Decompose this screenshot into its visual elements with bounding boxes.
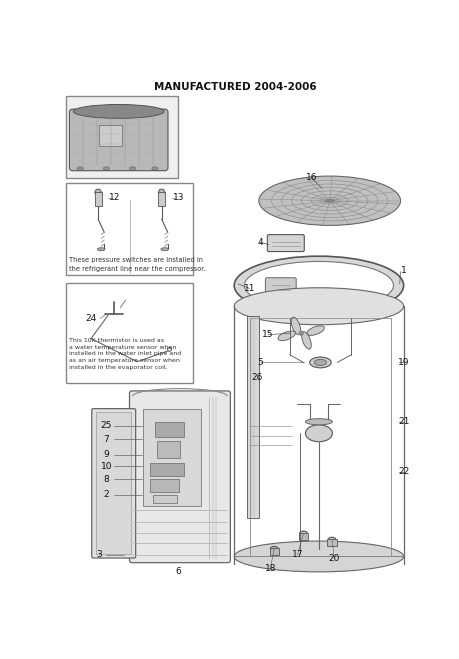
Text: 17: 17 — [291, 550, 302, 559]
FancyBboxPatch shape — [91, 409, 135, 558]
Polygon shape — [95, 189, 101, 195]
Bar — [157, 441, 180, 458]
Text: 24: 24 — [85, 314, 96, 323]
Bar — [246, 316, 258, 518]
Ellipse shape — [234, 541, 403, 572]
Text: This 10K thermistor is used as
a water temperature sensor when
installed in the : This 10K thermistor is used as a water t… — [69, 338, 181, 370]
Text: 15: 15 — [262, 330, 273, 339]
Text: These pressure switches are installed in
the refrigerant line near the compresso: These pressure switches are installed in… — [69, 258, 206, 272]
Ellipse shape — [77, 167, 83, 170]
Text: 6: 6 — [175, 567, 180, 577]
FancyBboxPatch shape — [267, 235, 303, 252]
Ellipse shape — [325, 199, 334, 202]
Bar — [149, 480, 179, 492]
Ellipse shape — [258, 176, 400, 225]
Ellipse shape — [301, 331, 311, 349]
Bar — [149, 463, 184, 476]
Ellipse shape — [151, 167, 157, 170]
Bar — [269, 548, 278, 555]
FancyBboxPatch shape — [69, 109, 168, 171]
Bar — [96, 413, 131, 554]
Text: 4: 4 — [257, 238, 263, 247]
Ellipse shape — [327, 537, 335, 542]
Text: 22: 22 — [397, 467, 409, 476]
Text: 16: 16 — [305, 173, 316, 182]
Ellipse shape — [305, 418, 332, 425]
Bar — [95, 192, 101, 206]
Text: 11: 11 — [243, 284, 255, 293]
Ellipse shape — [234, 256, 403, 315]
Circle shape — [298, 331, 303, 335]
Bar — [66, 96, 178, 178]
Ellipse shape — [309, 357, 330, 368]
Ellipse shape — [161, 248, 168, 251]
Bar — [158, 192, 165, 206]
Text: 12: 12 — [109, 193, 120, 202]
Bar — [327, 539, 336, 546]
FancyBboxPatch shape — [265, 277, 296, 296]
Text: MANUFACTURED 2004-2006: MANUFACTURED 2004-2006 — [154, 82, 316, 92]
Ellipse shape — [313, 359, 326, 366]
Ellipse shape — [103, 167, 109, 170]
Text: 26: 26 — [251, 374, 263, 382]
Text: 13: 13 — [173, 193, 184, 202]
Text: 9: 9 — [103, 450, 109, 459]
Ellipse shape — [270, 546, 278, 551]
Bar — [66, 183, 193, 275]
Ellipse shape — [129, 167, 135, 170]
Ellipse shape — [306, 326, 324, 335]
Text: 20: 20 — [328, 554, 339, 563]
Bar — [99, 125, 122, 146]
Text: 18: 18 — [264, 563, 275, 573]
Bar — [66, 283, 193, 384]
Bar — [298, 532, 308, 540]
Ellipse shape — [305, 425, 332, 442]
Text: 21: 21 — [397, 417, 409, 426]
Ellipse shape — [299, 531, 307, 536]
Text: 10: 10 — [101, 462, 112, 471]
Text: 2: 2 — [103, 490, 109, 500]
FancyBboxPatch shape — [129, 391, 230, 563]
Text: 8: 8 — [103, 475, 109, 484]
Text: 25: 25 — [101, 421, 112, 430]
Text: 3: 3 — [95, 550, 101, 559]
Ellipse shape — [277, 331, 295, 341]
Bar — [143, 409, 201, 506]
Bar — [152, 495, 177, 503]
Ellipse shape — [291, 317, 300, 335]
Text: 7: 7 — [103, 435, 109, 444]
Ellipse shape — [97, 248, 105, 251]
Bar — [155, 422, 184, 437]
Ellipse shape — [73, 105, 164, 119]
Ellipse shape — [244, 262, 392, 310]
Text: 19: 19 — [397, 358, 409, 367]
Polygon shape — [158, 189, 165, 195]
Ellipse shape — [234, 288, 403, 325]
Text: 1: 1 — [400, 266, 406, 275]
Text: 5: 5 — [257, 358, 263, 367]
